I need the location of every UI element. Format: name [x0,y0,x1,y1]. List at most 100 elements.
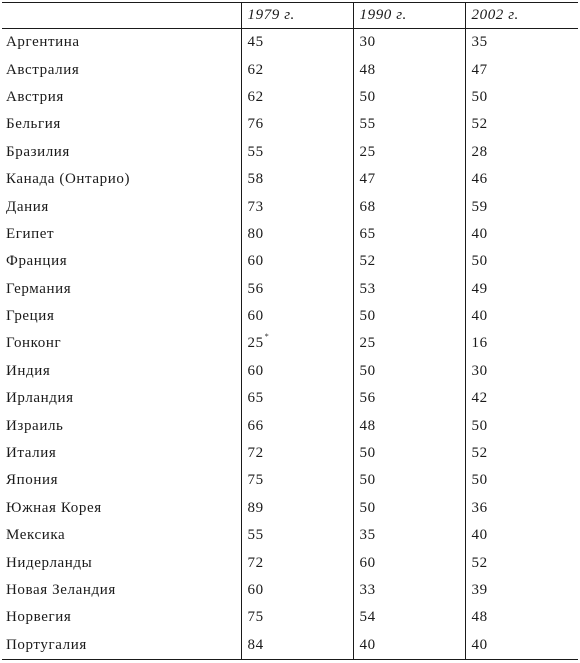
value-1990-cell: 48 [352,56,465,84]
country-cell: Греция [6,308,55,325]
value-1979-cell: 65 [240,385,353,413]
value-1990-cell: 56 [352,385,465,413]
value-2002-cell: 40 [464,302,578,331]
table-row: Норвегия 75 54 48 [2,604,578,632]
value-1979-cell: 72 [240,439,353,468]
value-1979-cell: 60 [240,302,353,331]
value-1990-cell: 40 [352,631,465,660]
value-1990-cell: 50 [352,494,465,523]
country-cell: Индия [6,362,51,379]
country-cell: Австралия [6,61,80,78]
value-1990-cell: 52 [352,248,465,276]
header-1979: 1979 г. [240,2,353,29]
value-1990-cell: 50 [352,439,465,468]
value-2002-cell: 40 [464,631,578,660]
value-1979-cell: 80 [240,220,353,249]
value-1990-cell: 25 [352,138,465,166]
value-1979-cell: 55 [240,138,353,166]
value-1990-cell: 50 [352,83,465,112]
value-1990-cell: 47 [352,165,465,194]
country-cell: Ирландия [6,390,74,407]
value-2002-cell: 40 [464,522,578,550]
table-row: Португалия 84 40 40 [2,631,578,660]
value-1990-cell: 35 [352,522,465,550]
country-cell: Дания [6,198,49,215]
country-cell: Германия [6,280,72,297]
value-1990-cell: 60 [352,549,465,577]
country-cell: Израиль [6,417,64,434]
country-cell: Нидерланды [6,554,93,571]
value-2002-cell: 50 [464,467,578,495]
value-1979-cell: 75 [240,604,353,632]
value-1990-cell: 50 [352,467,465,495]
value-2002-cell: 47 [464,56,578,84]
country-cell: Италия [6,445,57,462]
table-row: Мексика 55 35 40 [2,522,578,550]
table-row: Франция 60 52 50 [2,248,578,276]
value-1990-cell: 25 [352,330,465,358]
value-1979-cell: 89 [240,494,353,523]
header-2002: 2002 г. [464,2,578,29]
table-row: Ирландия 65 56 42 [2,385,578,413]
value-2002-cell: 40 [464,220,578,249]
country-cell: Аргентина [6,34,80,51]
country-cell: Южная Корея [6,499,102,516]
value-1979-cell: 66 [240,412,353,440]
value-1990-cell: 33 [352,576,465,605]
value-2002-cell: 16 [464,330,578,358]
table-row: Израиль 66 48 50 [2,412,578,440]
table-row: Бельгия 76 55 52 [2,111,578,139]
country-cell: Франция [6,253,68,270]
value-2002-cell: 52 [464,549,578,577]
country-cell: Япония [6,472,59,489]
value-1979-cell: 55 [240,522,353,550]
country-cell: Новая Зеландия [6,582,116,598]
header-country [2,2,241,29]
value-1990-cell: 48 [352,412,465,440]
value-2002-cell: 50 [464,83,578,112]
table-row: Аргентина 45 30 35 [2,28,578,57]
value-1990-cell: 50 [352,357,465,386]
value-1979-cell: 73 [240,193,353,221]
value-1979-cell: 62 [240,56,353,84]
table-row: Япония 75 50 50 [2,467,578,495]
table-header: 1979 г. 1990 г. 2002 г. [2,2,578,29]
country-cell: Гонконг [6,335,62,352]
value-2002-cell: 52 [464,111,578,139]
value-1990-cell: 53 [352,275,465,303]
value-1990-cell: 55 [352,111,465,139]
value-2002-cell: 30 [464,357,578,386]
value-2002-cell: 46 [464,165,578,194]
value-1990-cell: 65 [352,220,465,249]
country-cell: Португалия [6,636,87,653]
table-row: Новая Зеландия 60 33 39 [2,576,578,605]
value-1979-cell: 62 [240,83,353,112]
value-1979-cell: 60 [240,357,353,386]
value-1979-cell: 72 [240,549,353,577]
value-1979-cell: 60 [240,248,353,276]
country-cell: Бельгия [6,116,61,133]
value-1979-cell: 58 [240,165,353,194]
value-1990-cell: 30 [352,28,465,57]
table-row: Индия 60 50 30 [2,357,578,386]
value-1979-cell: 84 [240,631,353,660]
country-cell: Египет [6,225,55,242]
value-1979-cell: 76 [240,111,353,139]
value-2002-cell: 49 [464,275,578,303]
value-2002-cell: 50 [464,412,578,440]
country-cell: Норвегия [6,609,72,626]
value-2002-cell: 28 [464,138,578,166]
table-row: Германия 56 53 49 [2,275,578,303]
table-row: Австралия 62 48 47 [2,56,578,84]
value-2002-cell: 39 [464,576,578,605]
value-1990-cell: 50 [352,302,465,331]
table-row: Австрия 62 50 50 [2,83,578,112]
value-1979-cell: 60 [240,576,353,605]
value-2002-cell: 48 [464,604,578,632]
value-2002-cell: 52 [464,439,578,468]
value-2002-cell: 59 [464,193,578,221]
country-cell: Мексика [6,527,66,544]
table-row: Египет 80 65 40 [2,220,578,249]
value-1990-cell: 68 [352,193,465,221]
country-cell: Бразилия [6,143,70,160]
